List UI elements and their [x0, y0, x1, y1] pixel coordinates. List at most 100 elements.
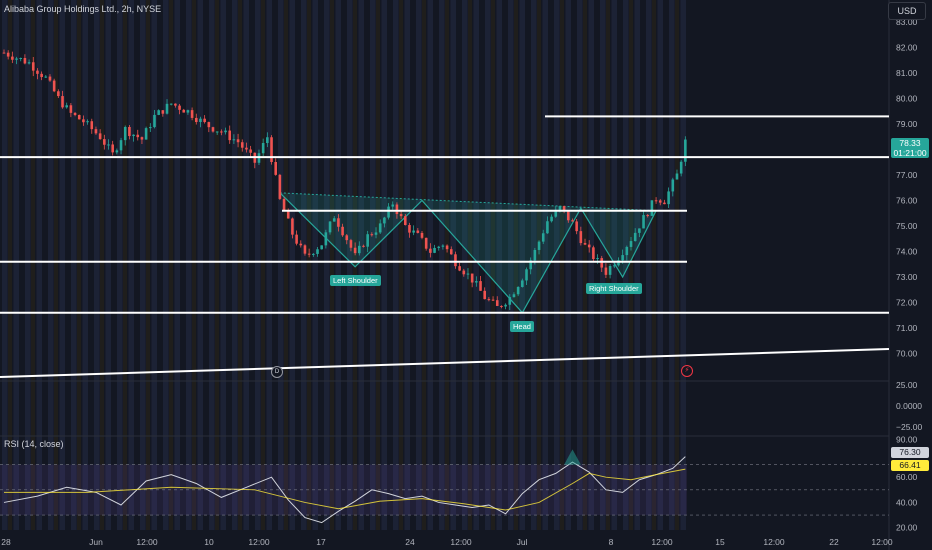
session-band	[485, 0, 491, 530]
price-tick-label: 80.00	[896, 94, 918, 104]
session-band	[140, 0, 146, 530]
candle-body	[303, 245, 307, 254]
candle-body	[111, 144, 114, 153]
oscillator-tick-label: −25.00	[896, 422, 923, 432]
session-band	[629, 0, 633, 530]
candle-body	[199, 118, 202, 123]
session-band	[404, 0, 410, 530]
candle-body	[36, 70, 39, 74]
candle-body	[320, 245, 323, 250]
candle-body	[140, 137, 144, 140]
session-band	[376, 0, 380, 530]
currency-button[interactable]: USD	[888, 2, 926, 20]
symbol-title[interactable]: Alibaba Group Holdings Ltd., 2h, NYSE	[4, 4, 162, 14]
candle-body	[82, 119, 85, 123]
last-price-tag: 78.33 01:21:00	[891, 138, 929, 158]
time-tick-label: Jul	[517, 537, 528, 547]
session-band	[675, 0, 679, 530]
candle-body	[157, 110, 160, 115]
session-band	[335, 0, 341, 530]
candle-body	[274, 162, 277, 175]
session-band	[169, 0, 173, 530]
candle-body	[420, 232, 424, 238]
candle-body	[236, 139, 240, 143]
session-band	[220, 0, 226, 530]
candle-body	[504, 304, 507, 307]
session-band	[77, 0, 81, 530]
candle-body	[592, 247, 595, 260]
session-band	[560, 0, 564, 530]
session-band	[8, 0, 12, 530]
candle-body	[366, 234, 369, 247]
candle-body	[98, 133, 102, 140]
earnings-marker-icon[interactable]: ⚡	[681, 365, 693, 377]
time-tick-label: 28	[1, 537, 11, 547]
candle-body	[232, 139, 236, 141]
session-band	[422, 0, 426, 530]
candle-body	[228, 130, 232, 141]
time-tick-label: 12:00	[136, 537, 158, 547]
candle-body	[629, 241, 633, 247]
candle-body	[479, 281, 482, 291]
candle-body	[525, 269, 528, 281]
candle-body	[52, 80, 56, 92]
candle-body	[240, 142, 244, 148]
candle-body	[579, 231, 583, 244]
candle-body	[449, 249, 453, 255]
candle-body	[332, 218, 336, 222]
candle-body	[86, 121, 89, 123]
rsi-tick-label: 40.00	[896, 497, 918, 507]
candle-body	[495, 300, 499, 306]
session-band	[634, 0, 640, 530]
candle-body	[395, 204, 399, 215]
session-band	[496, 0, 502, 530]
candle-body	[207, 122, 211, 128]
session-band	[186, 0, 192, 530]
candle-body	[625, 246, 629, 256]
candle-body	[521, 280, 524, 287]
candle-body	[612, 265, 616, 267]
candle-body	[220, 131, 223, 133]
candle-body	[458, 266, 461, 271]
head-label[interactable]: Head	[510, 321, 534, 332]
candle-body	[48, 76, 52, 81]
last-price: 78.33	[899, 138, 921, 148]
candle-body	[270, 137, 273, 163]
session-band	[82, 0, 88, 530]
session-band	[105, 0, 111, 530]
price-tick-label: 70.00	[896, 349, 918, 359]
candle-body	[128, 126, 131, 137]
left-shoulder-label[interactable]: Left Shoulder	[330, 275, 381, 286]
candle-body	[31, 62, 35, 71]
candle-body	[249, 149, 252, 153]
candle-body	[408, 225, 411, 233]
price-tick-label: 81.00	[896, 68, 918, 78]
candle-body	[40, 73, 43, 78]
candle-body	[161, 110, 165, 114]
price-tick-label: 76.00	[896, 196, 918, 206]
candle-body	[353, 247, 357, 254]
session-band	[565, 0, 571, 530]
candle-body	[77, 114, 81, 120]
session-band	[330, 0, 334, 530]
candle-body	[663, 202, 666, 205]
candle-body	[600, 258, 604, 268]
candle-body	[512, 294, 516, 298]
session-band	[238, 0, 242, 530]
session-band	[312, 0, 318, 530]
session-band	[583, 0, 587, 530]
time-tick-label: 10	[204, 537, 214, 547]
candle-body	[341, 226, 344, 236]
dividend-marker[interactable]: D	[271, 366, 283, 378]
candle-body	[69, 105, 73, 113]
rsi-title[interactable]: RSI (14, close)	[4, 439, 64, 449]
candle-body	[462, 270, 466, 275]
right-shoulder-label[interactable]: Right Shoulder	[586, 283, 642, 294]
session-band	[324, 0, 330, 530]
session-band	[514, 0, 518, 530]
session-band	[13, 0, 19, 530]
candle-body	[261, 143, 265, 154]
session-band	[468, 0, 472, 530]
